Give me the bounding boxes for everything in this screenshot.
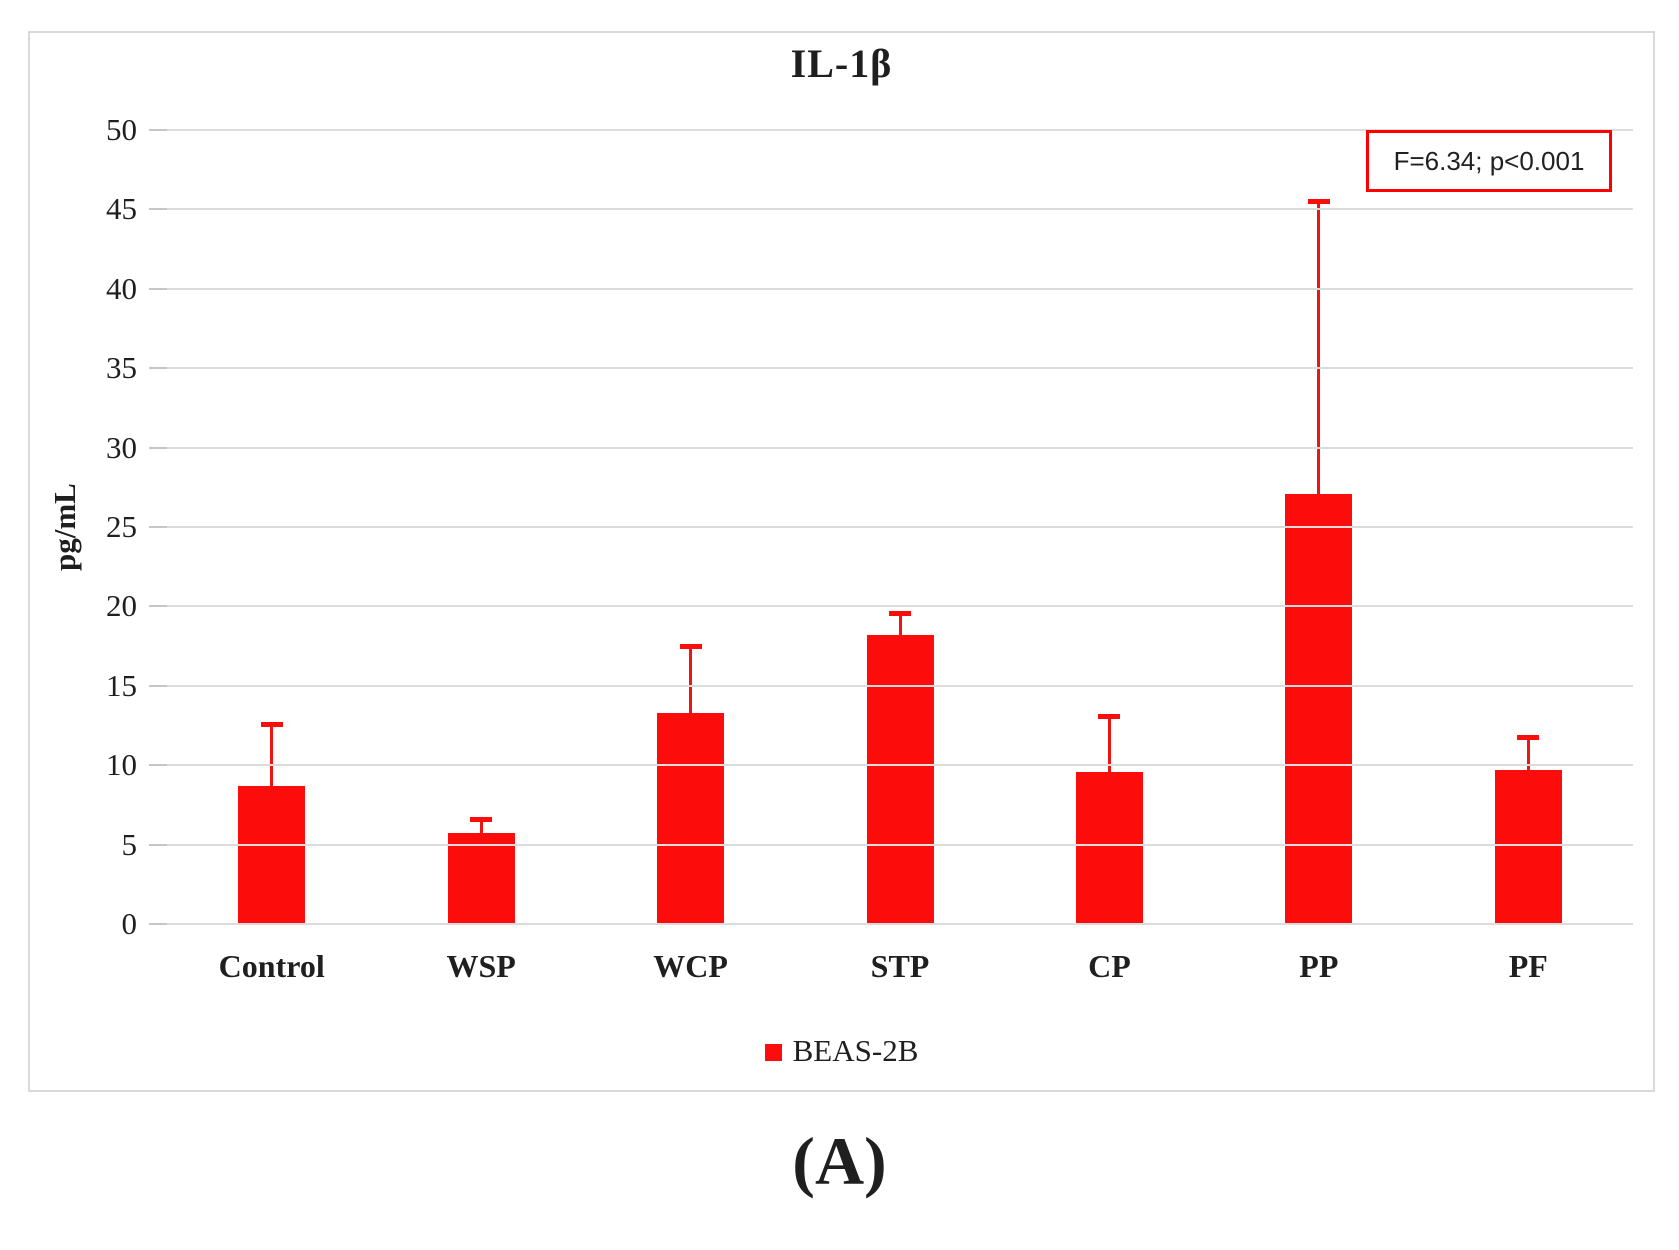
- y-tick-label: 15: [106, 667, 137, 703]
- bar-wsp: [447, 833, 515, 924]
- stats-annotation-box: F=6.34; p<0.001: [1366, 130, 1612, 192]
- y-tick-label: 5: [121, 826, 138, 862]
- gridline: [167, 764, 1633, 767]
- chart-legend: BEAS-2B: [28, 1030, 1655, 1072]
- gridline: [167, 843, 1633, 846]
- y-tick-label: 20: [106, 588, 137, 624]
- chart-title: IL-1β: [790, 41, 893, 86]
- error-bar-upper: [1107, 715, 1111, 772]
- gridline: [167, 684, 1633, 687]
- y-tick-label: 25: [106, 509, 137, 544]
- legend-swatch-icon: [764, 1043, 782, 1061]
- y-tick-label: 35: [106, 350, 137, 386]
- x-tick-label-cp: CP: [1088, 948, 1131, 984]
- bar-wcp: [657, 712, 725, 924]
- gridline: [167, 367, 1633, 370]
- x-tick-label-pf: PF: [1508, 948, 1548, 984]
- y-axis-tick: [149, 526, 167, 528]
- y-tick-label: 0: [121, 906, 138, 941]
- bar-control: [238, 785, 306, 924]
- y-axis-tick: [149, 208, 167, 211]
- gridline: [167, 287, 1633, 290]
- y-tick-label: 40: [106, 270, 137, 306]
- gridline: [167, 446, 1633, 449]
- y-tick-label: 10: [106, 747, 137, 783]
- y-axis-tick: [149, 287, 167, 290]
- x-tick-label-control: Control: [218, 948, 325, 984]
- stats-annotation-text: F=6.34; p<0.001: [1393, 145, 1585, 176]
- y-tick-label: 30: [106, 429, 137, 465]
- bar-pf: [1494, 769, 1562, 924]
- y-axis-tick: [149, 923, 167, 925]
- legend-label: BEAS-2B: [792, 1033, 919, 1068]
- x-tick-label-wcp: WCP: [653, 948, 728, 984]
- y-axis-tick: [149, 684, 167, 687]
- gridline: [167, 605, 1633, 608]
- error-bar-upper: [1526, 736, 1530, 770]
- y-axis-tick: [149, 367, 167, 370]
- bar-stp: [866, 634, 934, 924]
- gridline: [167, 208, 1633, 211]
- error-bar-upper: [270, 723, 274, 786]
- y-axis-tick: [149, 764, 167, 767]
- error-bar-upper: [689, 646, 693, 713]
- gridline: [167, 129, 1633, 131]
- gridline: [167, 923, 1633, 925]
- error-bar-upper: [898, 612, 902, 635]
- x-tick-label-pp: PP: [1299, 948, 1339, 984]
- error-bar-upper: [1317, 201, 1321, 494]
- x-tick-label-wsp: WSP: [446, 948, 516, 984]
- y-tick-label: 50: [106, 112, 137, 147]
- y-axis-tick: [149, 129, 167, 131]
- y-tick-label: 45: [106, 191, 137, 227]
- bar-cp: [1075, 771, 1143, 924]
- y-axis-tick: [149, 605, 167, 608]
- y-axis-tick: [149, 843, 167, 846]
- error-bar-upper: [479, 819, 483, 834]
- x-tick-label-stp: STP: [870, 948, 930, 984]
- gridline: [167, 526, 1633, 528]
- bar-pp: [1285, 493, 1353, 924]
- figure-caption: (A): [792, 1123, 887, 1199]
- y-axis-tick: [149, 446, 167, 449]
